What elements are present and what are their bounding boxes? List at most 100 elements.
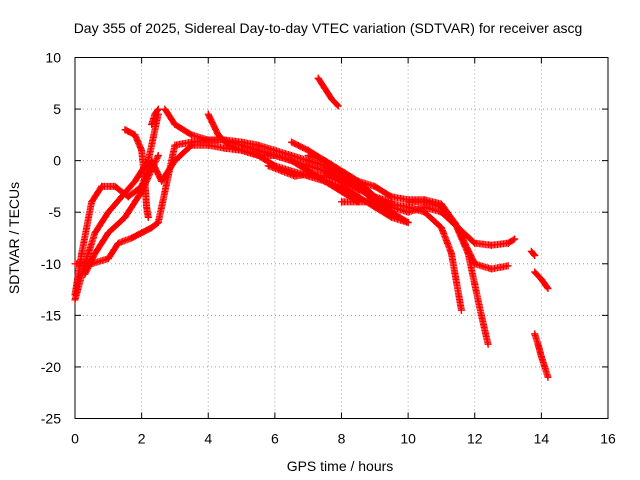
data-point [447,250,455,257]
data-point [151,110,159,118]
data-point [188,138,196,146]
data-point [104,255,112,263]
data-point [154,219,162,226]
data-point [144,213,152,221]
data-marker-trail [288,138,512,249]
data-point [254,152,262,159]
data-point [154,152,162,159]
data-point [188,131,196,139]
data-point [338,177,345,185]
data-point [288,152,295,159]
y-tick-label: -10 [41,256,61,272]
y-axis-label: SDTVAR / TECUs [6,182,22,294]
series-track-13 [404,198,492,348]
data-point [338,198,345,206]
x-tick-label: 8 [338,431,346,447]
data-point [477,311,485,319]
data-point [271,146,279,154]
data-point [471,239,479,247]
series-track-12 [338,198,465,314]
data-point [354,186,362,193]
y-tick-labels: 10 5 0 -5 -10 -15 -20 -25 [41,50,61,427]
x-tick-label: 4 [204,431,212,447]
data-point [224,141,232,149]
y-tick-label: -15 [41,307,61,323]
x-axis-label: GPS time / hours [287,458,394,474]
data-point [104,208,112,216]
series-track-18 [531,330,552,381]
data-point [264,162,272,170]
y-tick-label: -5 [49,204,62,220]
data-point [131,131,139,139]
data-point [91,250,99,257]
data-point [457,306,465,314]
data-point [78,250,86,257]
data-point [148,121,156,128]
data-point [531,268,539,276]
data-point [81,270,89,278]
y-tick-label: 5 [53,101,61,117]
x-tick-label: 2 [138,431,146,447]
data-point [504,262,512,270]
data-point [131,177,139,185]
data-point [278,167,285,175]
data-point [71,296,79,304]
x-tick-label: 6 [271,431,279,447]
data-point [537,275,545,283]
x-tick-label: 10 [400,431,416,447]
data-point [451,219,459,226]
x-tick-labels: 0 2 4 6 8 10 12 14 16 [71,431,616,447]
data-point [328,95,335,103]
data-point [464,250,472,257]
data-point [371,182,379,190]
data-point [291,172,299,180]
data-point [388,193,395,201]
data-point [114,239,122,247]
data-point [171,121,179,128]
data-point [91,229,99,237]
data-point [221,144,229,152]
data-point [304,170,312,178]
data-point [238,138,246,146]
data-point [334,102,342,110]
data-point [128,234,136,242]
data-point [238,146,246,154]
data-point [537,353,545,361]
data-point [161,105,169,113]
data-point [98,182,106,190]
series-track-15 [504,235,519,247]
series-track-14 [314,74,342,110]
data-point [487,241,495,249]
data-point [104,229,112,237]
data-point [531,252,539,259]
data-point [254,141,262,149]
data-point [71,260,79,268]
data-point [471,280,479,288]
series-track-3 [71,110,162,304]
data-point [304,152,312,159]
data-point [314,74,322,82]
x-tick-label: 14 [534,431,550,447]
data-point [541,363,549,371]
data-point [171,141,179,149]
series-track-16 [527,247,539,259]
data-point [338,167,345,175]
data-point [121,126,129,134]
data-point [321,172,329,180]
data-point [527,247,535,255]
y-tick-label: -25 [41,411,61,427]
data-point [204,136,212,144]
series-track-5 [121,126,152,221]
data-point [484,340,492,348]
data-point [404,198,412,206]
data-point [141,177,149,185]
data-point [111,182,119,190]
data-point [138,229,146,237]
series-track-10 [288,138,512,249]
data-point [124,193,132,201]
data-point [138,146,146,154]
x-tick-label: 0 [71,431,79,447]
chart-title: Day 355 of 2025, Sidereal Day-to-day VTE… [74,20,583,36]
data-point [388,200,395,208]
